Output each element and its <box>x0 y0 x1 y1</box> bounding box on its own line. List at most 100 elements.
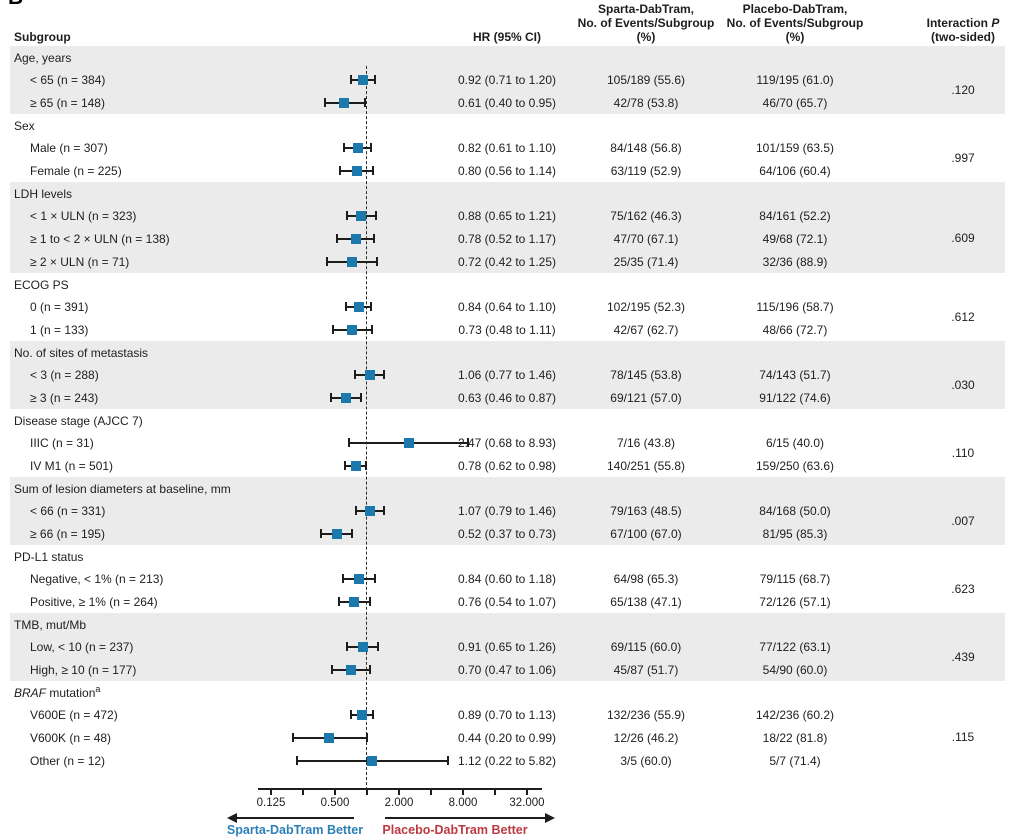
hr-point-marker <box>353 573 364 584</box>
ci-cap <box>320 529 323 538</box>
placebo-events-value: 54/90 (60.0) <box>762 663 828 677</box>
ci-cap <box>343 461 346 470</box>
hr-point-marker <box>339 97 350 108</box>
placebo-events-value: 79/115 (68.7) <box>759 572 831 586</box>
hr-ci-value: 0.84 (0.64 to 1.10) <box>457 300 557 314</box>
sparta-events-value: 47/70 (67.1) <box>613 232 679 246</box>
section-header-row: Sum of lesion diameters at baseline, mm <box>0 477 1020 499</box>
placebo-events-value: 32/36 (88.9) <box>762 255 828 269</box>
hr-point-marker <box>357 641 368 652</box>
sparta-events-value: 84/148 (56.8) <box>610 141 682 155</box>
forest-row: < 65 (n = 384) 0.92 (0.71 to 1.20) 105/189… <box>0 68 1020 91</box>
row-label: ≥ 66 (n = 195) <box>30 527 105 541</box>
axis-tick-label: 0.125 <box>256 797 286 809</box>
column-header-subgroup-text: Subgroup <box>14 30 71 44</box>
row-label: ≥ 3 (n = 243) <box>30 391 99 405</box>
section-shading <box>10 341 1005 409</box>
row-label: Positive, ≥ 1% (n = 264) <box>30 595 158 609</box>
ci-cap <box>343 143 346 152</box>
sparta-events-value: 12/26 (46.2) <box>613 731 679 745</box>
column-header-placebo-line2: No. of Events/Subgroup <box>726 16 864 30</box>
ci-cap <box>370 325 373 334</box>
ci-cap <box>365 733 368 742</box>
ci-cap <box>370 302 373 311</box>
row-label: Low, < 10 (n = 237) <box>30 640 134 654</box>
placebo-events-value: 142/236 (60.2) <box>755 708 835 722</box>
ci-cap <box>331 665 334 674</box>
ci-cap <box>368 665 371 674</box>
forest-row: V600E (n = 472) 0.89 (0.70 to 1.13) 132/23… <box>0 703 1020 726</box>
sparta-events-value: 67/100 (67.0) <box>610 527 682 541</box>
hr-ci-value: 0.72 (0.42 to 1.25) <box>457 255 557 269</box>
hr-point-marker <box>367 755 378 766</box>
section-header-row: Disease stage (AJCC 7) <box>0 409 1020 431</box>
interaction-p-value: .030 <box>951 378 975 392</box>
column-header-sparta-line2: No. of Events/Subgroup <box>577 16 715 30</box>
column-header-placebo-line1: Placebo-DabTram, <box>742 2 848 16</box>
row-label: IV M1 (n = 501) <box>30 459 114 473</box>
placebo-events-value: 5/7 (71.4) <box>769 754 821 768</box>
ci-cap <box>353 370 356 379</box>
ci-cap <box>383 370 386 379</box>
ci-cap <box>325 257 328 266</box>
hr-ci-value: 0.84 (0.60 to 1.18) <box>457 572 557 586</box>
forest-row: Female (n = 225) 0.80 (0.56 to 1.14) 63/11… <box>0 159 1020 182</box>
hr-ci-value: 0.76 (0.54 to 1.07) <box>457 595 557 609</box>
section-label: Sum of lesion diameters at baseline, mm <box>14 482 231 496</box>
reference-line-hr1 <box>366 66 367 790</box>
axis-tick <box>334 788 336 795</box>
section-header-row: LDH levels <box>0 182 1020 204</box>
forest-row: Positive, ≥ 1% (n = 264) 0.76 (0.54 to 1.… <box>0 590 1020 613</box>
axis-tick <box>462 788 464 795</box>
sparta-events-value: 78/145 (53.8) <box>610 368 682 382</box>
placebo-events-value: 48/66 (72.7) <box>762 323 828 337</box>
ci-cap <box>337 597 340 606</box>
row-label: ≥ 65 (n = 148) <box>30 96 105 110</box>
ci-cap <box>349 710 352 719</box>
section-shading <box>10 613 1005 681</box>
ci-cap <box>376 642 379 651</box>
forest-row: 0 (n = 391) 0.84 (0.64 to 1.10) 102/195 (5… <box>0 295 1020 318</box>
placebo-events-value: 115/196 (58.7) <box>756 300 834 314</box>
forest-table-body: Age, years < 65 (n = 384) 0.92 (0.71 to 1.… <box>0 46 1020 772</box>
interaction-p-value: .007 <box>951 514 975 528</box>
column-header-placebo-line3: (%) <box>785 30 805 44</box>
ci-cap <box>342 574 345 583</box>
row-label: < 66 (n = 331) <box>30 504 106 518</box>
hr-ci-value: 1.06 (0.77 to 1.46) <box>457 368 557 382</box>
hr-ci-value: 0.88 (0.65 to 1.21) <box>457 209 557 223</box>
section-label: Sex <box>14 119 35 133</box>
hr-ci-value: 0.92 (0.71 to 1.20) <box>457 73 557 87</box>
ci-cap <box>346 211 349 220</box>
row-label: < 1 × ULN (n = 323) <box>30 209 137 223</box>
column-header-hr-text: HR (95% CI) <box>472 30 541 44</box>
placebo-better-label: Placebo-DabTram Better <box>382 823 528 837</box>
axis-tick <box>526 788 528 795</box>
section-shading <box>10 477 1005 545</box>
panel-label: B <box>8 0 23 10</box>
hr-point-marker <box>356 210 367 221</box>
hr-ci-value: 1.07 (0.79 to 1.46) <box>457 504 557 518</box>
forest-row: < 3 (n = 288) 1.06 (0.77 to 1.46) 78/145 (… <box>0 363 1020 386</box>
axis-tick-label: 8.000 <box>448 797 478 809</box>
hr-ci-value: 0.78 (0.52 to 1.17) <box>457 232 557 246</box>
hr-point-marker <box>356 709 367 720</box>
forest-row: High, ≥ 10 (n = 177) 0.70 (0.47 to 1.06) 4… <box>0 658 1020 681</box>
ci-cap <box>376 257 379 266</box>
row-label: High, ≥ 10 (n = 177) <box>30 663 137 677</box>
hr-point-marker <box>350 460 361 471</box>
hr-ci-value: 2.47 (0.68 to 8.93) <box>457 436 557 450</box>
subgroup-section: Sex Male (n = 307) 0.82 (0.61 to 1.10) 84/1… <box>0 114 1020 182</box>
hr-ci-value: 0.70 (0.47 to 1.06) <box>457 663 557 677</box>
interaction-p-value: .120 <box>951 83 975 97</box>
hr-point-marker <box>358 74 369 85</box>
axis-tick <box>270 788 272 795</box>
subgroup-section: TMB, mut/Mb Low, < 10 (n = 237) 0.91 (0.65… <box>0 613 1020 681</box>
forest-row: 1 (n = 133) 0.73 (0.48 to 1.11) 42/67 (62.… <box>0 318 1020 341</box>
hr-point-marker <box>350 233 361 244</box>
forest-row: < 1 × ULN (n = 323) 0.88 (0.65 to 1.21) 75… <box>0 204 1020 227</box>
sparta-events-value: 69/121 (57.0) <box>610 391 682 405</box>
row-label: ≥ 1 to < 2 × ULN (n = 138) <box>30 232 170 246</box>
axis-tick <box>398 788 400 795</box>
column-header-placebo: Placebo-DabTram, No. of Events/Subgroup … <box>710 2 880 44</box>
